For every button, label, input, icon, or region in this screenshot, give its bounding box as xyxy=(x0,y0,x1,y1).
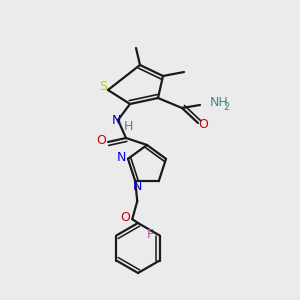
Text: N: N xyxy=(111,115,121,128)
Text: F: F xyxy=(147,228,154,241)
Text: 2: 2 xyxy=(223,102,229,112)
Text: O: O xyxy=(198,118,208,131)
Text: H: H xyxy=(123,119,133,133)
Text: N: N xyxy=(133,180,142,193)
Text: O: O xyxy=(96,134,106,148)
Text: O: O xyxy=(120,211,130,224)
Text: S: S xyxy=(99,80,107,94)
Text: NH: NH xyxy=(210,97,229,110)
Text: N: N xyxy=(116,151,126,164)
